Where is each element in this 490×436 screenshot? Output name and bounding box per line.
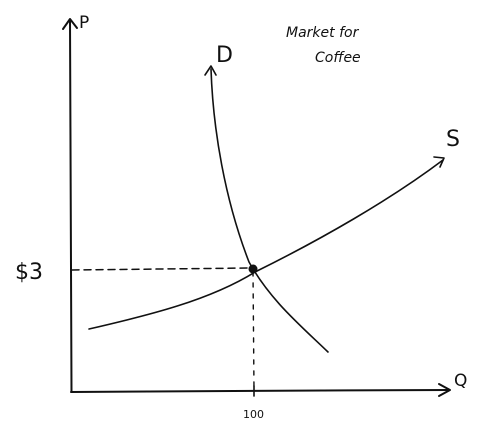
x-axis <box>70 389 450 393</box>
x-axis-label: Q <box>454 371 467 391</box>
supply-curve <box>88 159 444 330</box>
quantity-guide-line <box>252 271 255 391</box>
equilibrium-price-label: $3 <box>15 260 43 285</box>
supply-arrow-icon <box>433 156 445 168</box>
equilibrium-quantity-label: 100 <box>243 408 264 421</box>
x-axis-arrow-icon <box>438 383 451 397</box>
y-axis-label: P <box>79 13 89 33</box>
y-axis-arrow-icon <box>62 18 78 30</box>
supply-label: S <box>446 127 460 152</box>
demand-label: D <box>216 43 233 68</box>
chart-title-line1: Market for <box>286 25 360 41</box>
demand-curve <box>210 68 329 353</box>
price-guide-line <box>71 267 252 271</box>
y-axis <box>69 19 73 393</box>
chart-title-line2: Coffee <box>315 50 361 66</box>
equilibrium-point <box>248 264 258 274</box>
demand-arrow-icon <box>204 65 217 76</box>
